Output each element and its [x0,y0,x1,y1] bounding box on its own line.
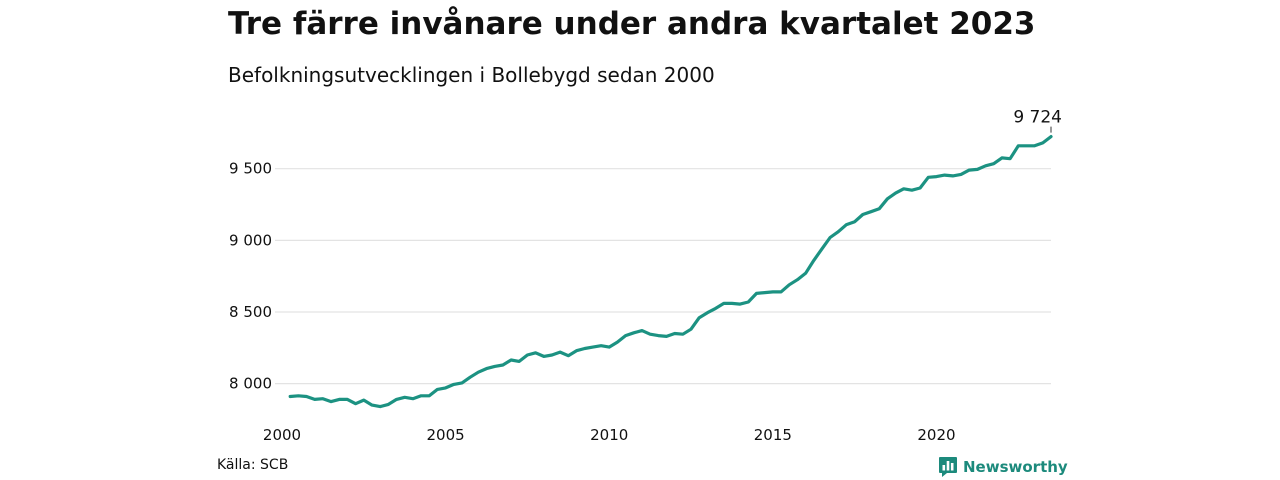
y-tick-label: 8 000 [229,375,272,393]
brand-name: Newsworthy [963,458,1068,476]
series-layer [288,135,1053,409]
x-tick-label: 2015 [754,426,792,444]
x-tick-label: 2010 [590,426,628,444]
chart-title: Tre färre invånare under andra kvartalet… [228,6,1036,42]
end-label-layer: 9 724 [1013,108,1062,133]
end-value-label: 9 724 [1013,108,1062,128]
y-axis-ticks: 8 000 8 500 9 000 9 500 [229,160,272,393]
chart-subtitle: Befolkningsutvecklingen i Bollebygd seda… [228,63,715,87]
grid-lines [275,168,1051,385]
y-tick-label: 9 500 [229,160,272,178]
x-tick-label: 2000 [263,426,301,444]
series-line [288,135,1053,409]
chart-bubble-icon [939,457,957,477]
x-tick-label: 2005 [427,426,465,444]
source-note: Källa: SCB [217,457,289,473]
x-axis-ticks: 2000 2005 2010 2015 2020 [263,426,956,444]
x-tick-label: 2020 [917,426,955,444]
y-tick-label: 8 500 [229,303,272,321]
brand-logo[interactable]: Newsworthy [938,456,1068,478]
y-tick-label: 9 000 [229,231,272,249]
